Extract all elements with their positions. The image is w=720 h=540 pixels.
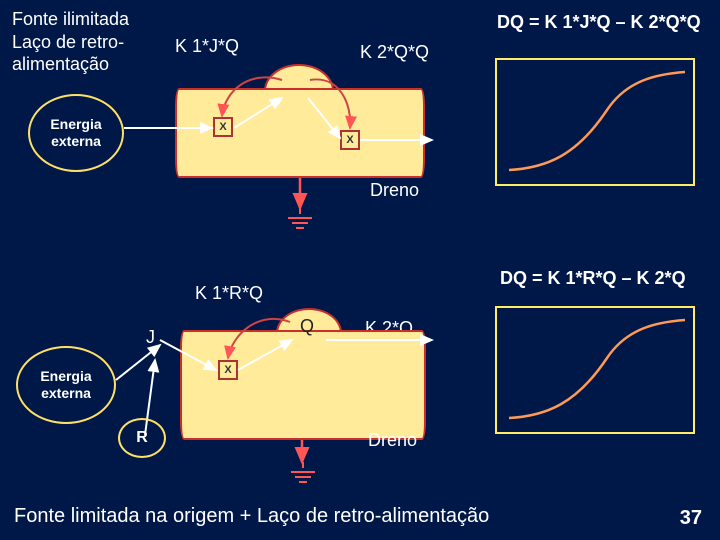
r-circle: R [118, 418, 166, 458]
chart1 [495, 58, 695, 186]
chart2 [495, 306, 695, 434]
ground2 [290, 462, 316, 483]
d1-dreno: Dreno [370, 180, 419, 201]
curve1 [509, 72, 685, 170]
eq2: DQ = K 1*R*Q – K 2*Q [500, 268, 686, 289]
slide: Fonte ilimitada Laço de retro- alimentaç… [0, 0, 720, 540]
bottom-text: Fonte limitada na origem + Laço de retro… [14, 505, 489, 528]
page-number: 37 [680, 507, 702, 530]
d2-dreno: Dreno [368, 430, 417, 451]
ground1 [287, 208, 313, 229]
eq1: DQ = K 1*J*Q – K 2*Q*Q [497, 12, 701, 33]
curve2 [509, 320, 685, 418]
d2-r: R [136, 428, 148, 447]
